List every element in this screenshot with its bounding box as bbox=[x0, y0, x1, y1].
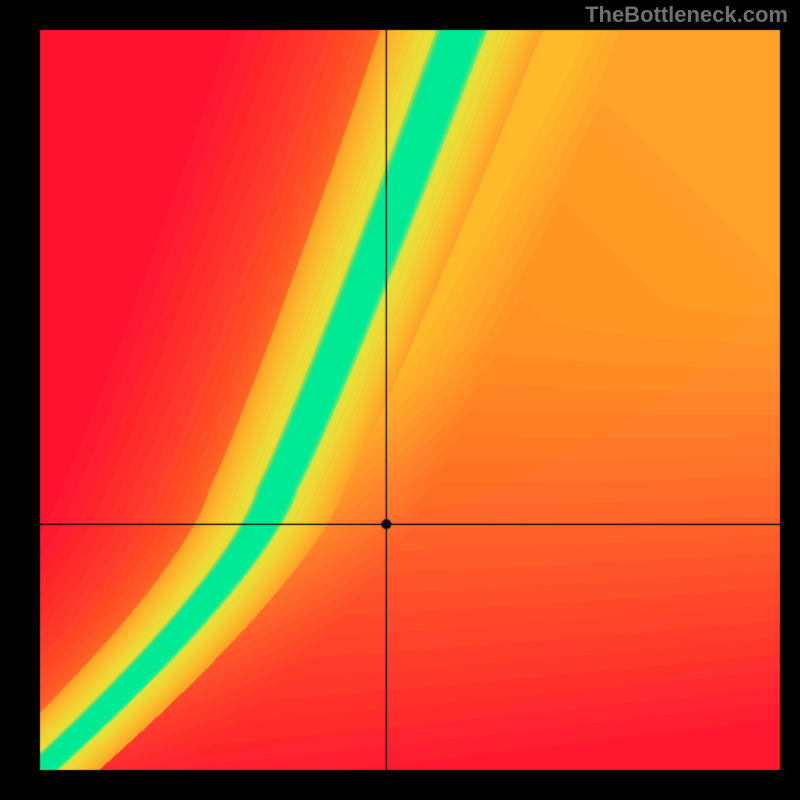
bottleneck-heatmap-canvas bbox=[0, 0, 800, 800]
watermark-text: TheBottleneck.com bbox=[585, 2, 788, 28]
root-container: TheBottleneck.com bbox=[0, 0, 800, 800]
